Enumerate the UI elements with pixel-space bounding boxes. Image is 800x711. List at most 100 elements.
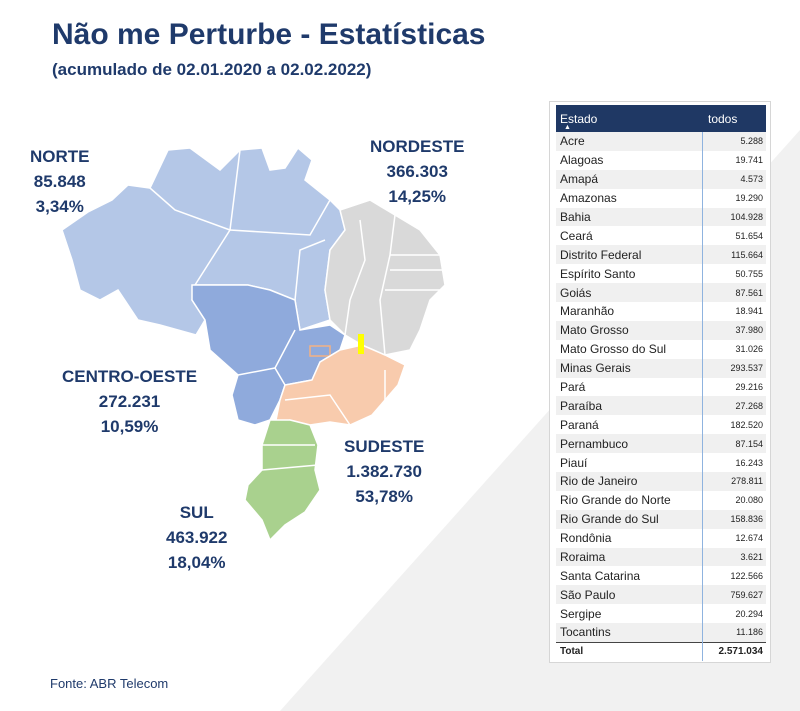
table-row: Mato Grosso do Sul 31.026: [556, 339, 766, 359]
state-value-cell: 5.288: [701, 132, 766, 151]
table-row: Distrito Federal 115.664: [556, 245, 766, 265]
state-name-cell: Minas Gerais: [556, 358, 702, 378]
state-value-cell: 158.836: [701, 509, 766, 529]
state-name-cell: Tocantins: [556, 623, 702, 643]
table-row: Rondônia 12.674: [556, 528, 766, 548]
page-title: Não me Perturbe - Estatísticas: [52, 18, 486, 51]
table-row: Pernambuco 87.154: [556, 434, 766, 454]
state-name-cell: Paraná: [556, 415, 702, 435]
state-name-cell: Mato Grosso do Sul: [556, 339, 702, 359]
state-table-panel: Estado ▲ todos Acre 5.288 Alagoas 19.741 Ama…: [549, 101, 771, 663]
state-value-cell: 11.186: [701, 623, 766, 643]
state-value-cell: 31.026: [701, 339, 766, 359]
state-value-cell: 104.928: [701, 207, 766, 227]
region-label-nordeste: NORDESTE 366.303 14,25%: [370, 134, 464, 209]
state-value-cell: 3.621: [701, 547, 766, 567]
state-border-line: [149, 187, 231, 231]
state-name-cell: Rio Grande do Norte: [556, 490, 702, 510]
column-header-todos[interactable]: todos: [702, 105, 766, 132]
region-name: NORDESTE: [370, 137, 465, 156]
state-value-cell: 20.294: [701, 604, 766, 624]
column-header-estado[interactable]: Estado ▲: [556, 105, 702, 132]
total-label: Total: [556, 641, 702, 661]
state-name-cell: Espírito Santo: [556, 264, 702, 284]
table-row: Goiás 87.561: [556, 283, 766, 303]
state-name-cell: Distrito Federal: [556, 245, 702, 265]
state-name-cell: Amapá: [556, 169, 702, 189]
region-value: 1.382.730: [346, 462, 422, 481]
state-name-cell: Rio Grande do Sul: [556, 509, 702, 529]
brazil-region-map: [61, 146, 446, 542]
region-percent: 10,59%: [100, 417, 159, 436]
table-row: Paraíba 27.268: [556, 396, 766, 416]
table-row: Rio Grande do Sul 158.836: [556, 509, 766, 529]
state-value-cell: 122.566: [701, 566, 766, 586]
region-name: NORTE: [30, 147, 90, 166]
state-value-cell: 19.741: [701, 150, 766, 170]
state-name-cell: Piauí: [556, 453, 702, 473]
state-value-cell: 12.674: [701, 528, 766, 548]
state-value-cell: 115.664: [701, 245, 766, 265]
region-label-norte: NORTE 85.848 3,34%: [30, 144, 90, 219]
state-name-cell: Bahia: [556, 207, 702, 227]
state-name-cell: São Paulo: [556, 585, 702, 605]
state-name-cell: Pernambuco: [556, 434, 702, 454]
state-value-cell: 20.080: [701, 490, 766, 510]
state-border-line: [261, 464, 319, 471]
table-row: Maranhão 18.941: [556, 302, 766, 321]
region-label-sudeste: SUDESTE 1.382.730 53,78%: [344, 434, 424, 509]
state-value-cell: 18.941: [701, 302, 766, 321]
table-row: São Paulo 759.627: [556, 585, 766, 605]
table-header-row: Estado ▲ todos: [556, 105, 766, 132]
state-value-cell: 293.537: [701, 358, 766, 378]
state-border-line: [274, 329, 296, 369]
state-border-line: [294, 239, 326, 301]
table-row: Tocantins 11.186: [556, 623, 766, 643]
region-name: SUDESTE: [344, 437, 425, 456]
state-border-line: [284, 394, 351, 426]
region-sul-shape: [244, 419, 321, 542]
region-value: 272.231: [98, 392, 161, 411]
state-border-line: [344, 219, 366, 336]
state-value-cell: 27.268: [701, 396, 766, 416]
region-percent: 18,04%: [167, 553, 226, 572]
state-value-cell: 29.216: [701, 377, 766, 397]
state-name-cell: Rondônia: [556, 528, 702, 548]
state-value-cell: 4.573: [701, 169, 766, 189]
state-name-cell: Goiás: [556, 283, 702, 303]
state-name-cell: Mato Grosso: [556, 320, 702, 340]
region-name: SUL: [179, 503, 214, 522]
table-row: Acre 5.288: [556, 132, 766, 151]
state-value-cell: 19.290: [701, 188, 766, 208]
region-percent: 53,78%: [355, 487, 413, 506]
table-row: Roraima 3.621: [556, 547, 766, 567]
region-percent: 3,34%: [35, 197, 84, 216]
state-value-cell: 759.627: [701, 585, 766, 605]
state-name-cell: Alagoas: [556, 150, 702, 170]
region-value: 85.848: [33, 172, 86, 191]
state-value-cell: 87.154: [701, 434, 766, 454]
state-name-cell: Santa Catarina: [556, 566, 702, 586]
table-row: Alagoas 19.741: [556, 150, 766, 170]
state-name-cell: Ceará: [556, 226, 702, 246]
state-table: Estado ▲ todos Acre 5.288 Alagoas 19.741 Ama…: [556, 105, 766, 661]
table-row: Mato Grosso 37.980: [556, 320, 766, 340]
state-value-cell: 16.243: [701, 453, 766, 473]
table-row: Minas Gerais 293.537: [556, 358, 766, 378]
total-value: 2.571.034: [701, 641, 766, 661]
region-label-sul: SUL 463.922 18,04%: [166, 500, 227, 575]
state-value-cell: 278.811: [701, 472, 766, 491]
region-value: 366.303: [386, 162, 448, 181]
table-row: Paraná 182.520: [556, 415, 766, 435]
column-header-label: Estado: [560, 111, 598, 126]
table-row: Pará 29.216: [556, 377, 766, 397]
state-name-cell: Pará: [556, 377, 702, 397]
sort-ascending-icon: ▲: [564, 124, 571, 131]
table-total-row: Total 2.571.034: [556, 641, 766, 661]
state-value-cell: 50.755: [701, 264, 766, 284]
region-label-centro-oeste: CENTRO-OESTE 272.231 10,59%: [62, 364, 197, 439]
table-row: Amazonas 19.290: [556, 188, 766, 208]
region-percent: 14,25%: [388, 187, 447, 206]
state-name-cell: Acre: [556, 132, 702, 151]
state-value-cell: 182.520: [701, 415, 766, 435]
